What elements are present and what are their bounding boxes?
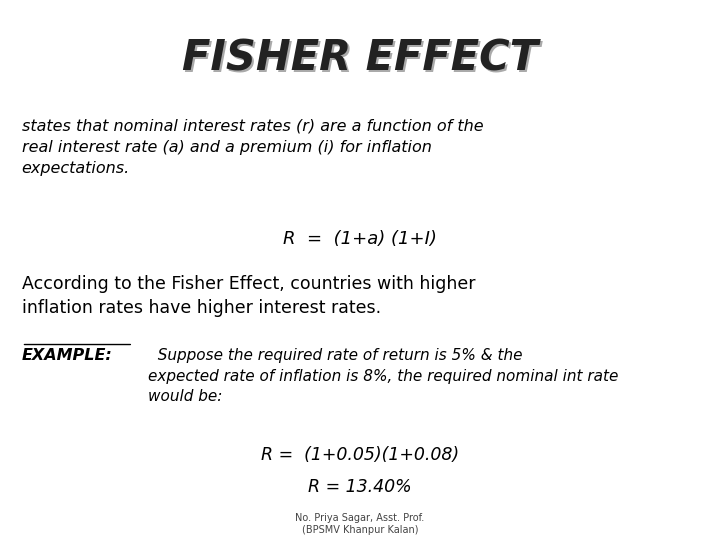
Text: EXAMPLE:: EXAMPLE: bbox=[22, 348, 112, 363]
Text: R  =  (1+a) (1+I): R = (1+a) (1+I) bbox=[283, 230, 437, 247]
Text: No. Priya Sagar, Asst. Prof.: No. Priya Sagar, Asst. Prof. bbox=[295, 513, 425, 523]
Text: R =  (1+0.05)(1+0.08): R = (1+0.05)(1+0.08) bbox=[261, 446, 459, 463]
Text: (BPSMV Khanpur Kalan): (BPSMV Khanpur Kalan) bbox=[302, 525, 418, 535]
Text: Suppose the required rate of return is 5% & the
expected rate of inflation is 8%: Suppose the required rate of return is 5… bbox=[148, 348, 618, 404]
Text: According to the Fisher Effect, countries with higher
inflation rates have highe: According to the Fisher Effect, countrie… bbox=[22, 275, 475, 317]
Text: R = 13.40%: R = 13.40% bbox=[308, 478, 412, 496]
Text: FISHER EFFECT: FISHER EFFECT bbox=[182, 38, 538, 80]
Text: states that nominal interest rates (r) are a function of the
real interest rate : states that nominal interest rates (r) a… bbox=[22, 119, 483, 176]
Text: FISHER EFFECT: FISHER EFFECT bbox=[184, 39, 540, 82]
